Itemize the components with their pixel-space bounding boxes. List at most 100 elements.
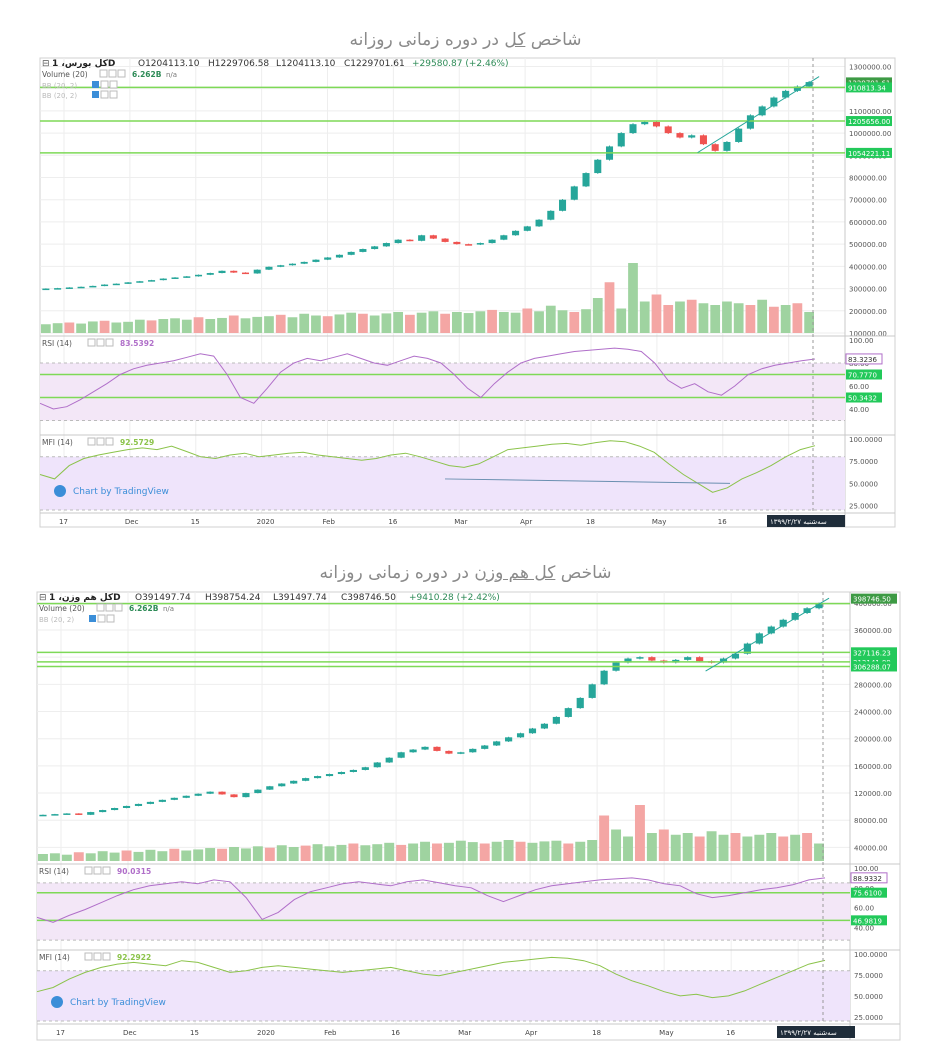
volume-bar xyxy=(420,841,430,861)
candle-body xyxy=(148,280,156,282)
volume-bar xyxy=(440,313,450,333)
chart-svg-1[interactable]: 1300000.001200000.001100000.001000000.00… xyxy=(0,0,931,530)
settings-icon[interactable] xyxy=(97,614,106,623)
candle-body xyxy=(782,90,790,98)
volume-bar xyxy=(360,845,371,861)
volume-bar xyxy=(694,836,705,861)
volume-bar xyxy=(599,815,610,861)
volume-bar xyxy=(158,319,169,333)
price-tick-label: 100000.00 xyxy=(849,330,887,338)
legend-button[interactable] xyxy=(108,69,117,78)
candle-body xyxy=(278,783,286,787)
rsi-badge-label: 88.9332 xyxy=(853,875,882,883)
rsi-tick-label: 60.00 xyxy=(849,383,869,391)
candle-body xyxy=(500,235,508,240)
legend-button[interactable] xyxy=(114,603,123,612)
volume-bar xyxy=(592,298,603,333)
candle-body xyxy=(373,762,381,768)
candle-body xyxy=(624,658,632,663)
legend-button[interactable] xyxy=(93,866,102,875)
volume-bar xyxy=(757,299,768,333)
date-badge xyxy=(777,1026,855,1038)
candle-body xyxy=(488,239,496,244)
price-badge-label: 398746.50 xyxy=(853,596,891,604)
price-tick-label: 400000.00 xyxy=(854,600,892,608)
rsi-line xyxy=(36,877,826,923)
rsi-badge xyxy=(846,392,882,403)
volume-bar xyxy=(646,833,657,861)
eye-icon[interactable] xyxy=(89,615,96,622)
volume-bar xyxy=(663,305,674,333)
settings-icon[interactable] xyxy=(100,90,109,99)
candle-body xyxy=(469,748,477,753)
volume-value: 6.262B xyxy=(132,70,162,79)
eye-icon[interactable] xyxy=(92,81,99,88)
rsi-tick-label: 40.00 xyxy=(849,406,869,414)
tradingview-watermark: Chart by TradingView xyxy=(70,998,166,1008)
volume-bar xyxy=(790,834,801,861)
legend-button[interactable] xyxy=(105,437,114,446)
legend-button[interactable] xyxy=(87,338,96,347)
volume-bar xyxy=(634,805,645,861)
legend-button[interactable] xyxy=(105,603,114,612)
volume-bar xyxy=(408,843,419,861)
price-tick-label: 400000.00 xyxy=(849,263,887,271)
volume-bar xyxy=(498,312,509,333)
legend-button[interactable] xyxy=(99,69,108,78)
collapse-icon: ⊟ xyxy=(39,593,47,603)
legend-button[interactable] xyxy=(84,866,93,875)
candle-body xyxy=(359,249,367,252)
price-tick-label: 600000.00 xyxy=(849,219,887,227)
candle-body xyxy=(159,278,167,281)
volume-bar xyxy=(487,309,497,333)
volume-bar xyxy=(563,843,574,861)
collapse-icon: ⊟ xyxy=(42,59,50,69)
volume-bar xyxy=(611,829,622,861)
volume-bar xyxy=(802,833,813,861)
volume-bar xyxy=(467,842,478,861)
volume-bar xyxy=(545,305,556,333)
candle-body xyxy=(65,287,73,289)
volume-bar xyxy=(99,320,110,333)
settings-icon[interactable] xyxy=(100,80,109,89)
candle-body xyxy=(476,243,484,245)
close-icon[interactable] xyxy=(106,614,115,623)
legend-button[interactable] xyxy=(84,952,93,961)
legend-button[interactable] xyxy=(96,437,105,446)
price-badge-label: 327116.23 xyxy=(853,649,891,657)
date-tick-label: 16 xyxy=(718,518,727,526)
close-icon[interactable] xyxy=(109,80,118,89)
candle-body xyxy=(75,813,83,815)
candle-body xyxy=(535,219,543,227)
volume-bar xyxy=(416,312,427,333)
eye-icon[interactable] xyxy=(92,91,99,98)
candle-body xyxy=(815,603,823,609)
legend-button[interactable] xyxy=(96,338,105,347)
legend-button[interactable] xyxy=(93,952,102,961)
candle-body xyxy=(194,793,202,796)
legend-button[interactable] xyxy=(96,603,105,612)
date-tick-label: 2020 xyxy=(257,1029,275,1037)
chart-svg-2[interactable]: 400000.00360000.00320000.00280000.002400… xyxy=(0,530,931,1046)
legend-button[interactable] xyxy=(102,952,111,961)
volume-bar xyxy=(384,842,395,861)
price-tick-label: 240000.00 xyxy=(854,709,892,717)
volume-bar xyxy=(651,294,662,333)
volume-bar xyxy=(804,312,814,333)
legend-button[interactable] xyxy=(117,69,126,78)
legend-button[interactable] xyxy=(87,437,96,446)
volume-bar xyxy=(181,850,192,861)
candle-body xyxy=(218,270,226,274)
close-icon[interactable] xyxy=(109,90,118,99)
volume-bar xyxy=(769,306,779,333)
date-tick-label: Mar xyxy=(458,1029,471,1037)
date-tick-label: Feb xyxy=(323,518,336,526)
legend-button[interactable] xyxy=(102,866,111,875)
candle-body xyxy=(349,769,357,772)
price-tick-label: 1000000.00 xyxy=(849,130,891,138)
candle-body xyxy=(171,277,179,279)
date-tick-label: 15 xyxy=(191,518,200,526)
candle-body xyxy=(265,266,273,270)
legend-button[interactable] xyxy=(105,338,114,347)
candle-body xyxy=(230,270,238,273)
